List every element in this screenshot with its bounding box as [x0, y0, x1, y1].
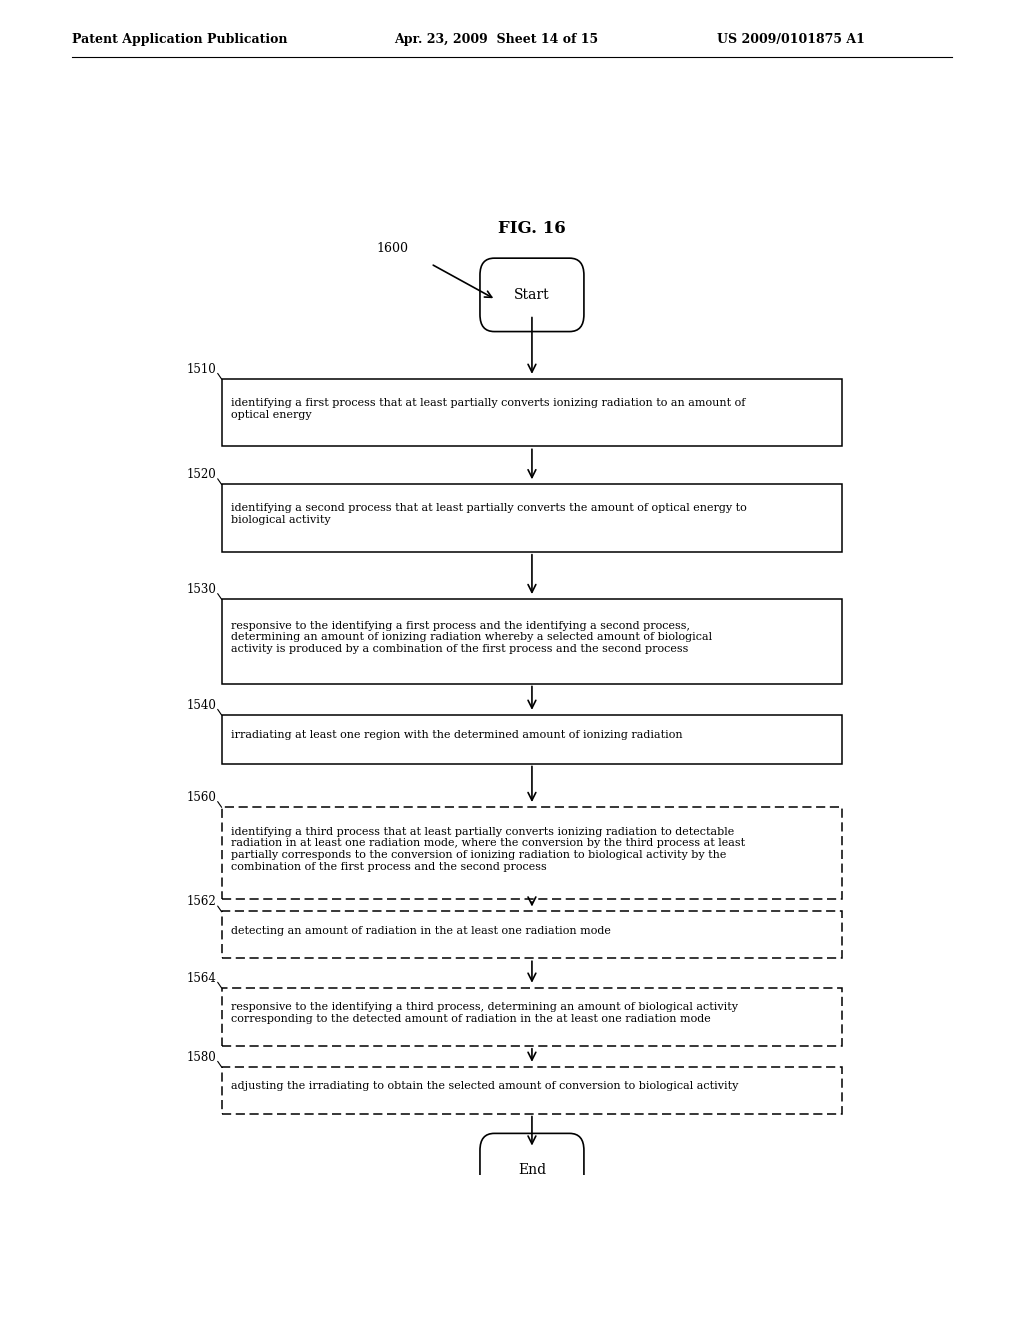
Text: responsive to the identifying a first process and the identifying a second proce: responsive to the identifying a first pr…	[231, 620, 713, 653]
FancyBboxPatch shape	[221, 379, 842, 446]
Text: adjusting the irradiating to obtain the selected amount of conversion to biologi: adjusting the irradiating to obtain the …	[231, 1081, 738, 1092]
Text: 1560: 1560	[186, 791, 216, 804]
Text: 1580: 1580	[186, 1051, 216, 1064]
Text: 1564: 1564	[186, 972, 216, 985]
Text: 1562: 1562	[186, 895, 216, 908]
Text: identifying a third process that at least partially converts ionizing radiation : identifying a third process that at leas…	[231, 826, 745, 871]
Text: Apr. 23, 2009  Sheet 14 of 15: Apr. 23, 2009 Sheet 14 of 15	[394, 33, 598, 46]
FancyBboxPatch shape	[221, 911, 842, 958]
Text: End: End	[518, 1163, 546, 1177]
Text: FIG. 16: FIG. 16	[498, 220, 566, 238]
FancyBboxPatch shape	[221, 987, 842, 1045]
FancyBboxPatch shape	[221, 714, 842, 763]
Text: 1520: 1520	[186, 469, 216, 482]
FancyBboxPatch shape	[221, 1067, 842, 1114]
FancyBboxPatch shape	[480, 1134, 584, 1206]
Text: 1600: 1600	[377, 243, 409, 255]
Text: identifying a second process that at least partially converts the amount of opti: identifying a second process that at lea…	[231, 503, 746, 525]
Text: responsive to the identifying a third process, determining an amount of biologic: responsive to the identifying a third pr…	[231, 1002, 738, 1024]
Text: Patent Application Publication: Patent Application Publication	[72, 33, 287, 46]
Text: irradiating at least one region with the determined amount of ionizing radiation: irradiating at least one region with the…	[231, 730, 683, 741]
FancyBboxPatch shape	[221, 484, 842, 552]
Text: Start: Start	[514, 288, 550, 302]
Text: detecting an amount of radiation in the at least one radiation mode: detecting an amount of radiation in the …	[231, 927, 611, 936]
FancyBboxPatch shape	[221, 599, 842, 684]
Text: 1510: 1510	[186, 363, 216, 376]
Text: identifying a first process that at least partially converts ionizing radiation : identifying a first process that at leas…	[231, 397, 745, 420]
FancyBboxPatch shape	[480, 259, 584, 331]
FancyBboxPatch shape	[221, 807, 842, 899]
Text: 1530: 1530	[186, 583, 216, 597]
Text: US 2009/0101875 A1: US 2009/0101875 A1	[717, 33, 864, 46]
Text: 1540: 1540	[186, 698, 216, 711]
